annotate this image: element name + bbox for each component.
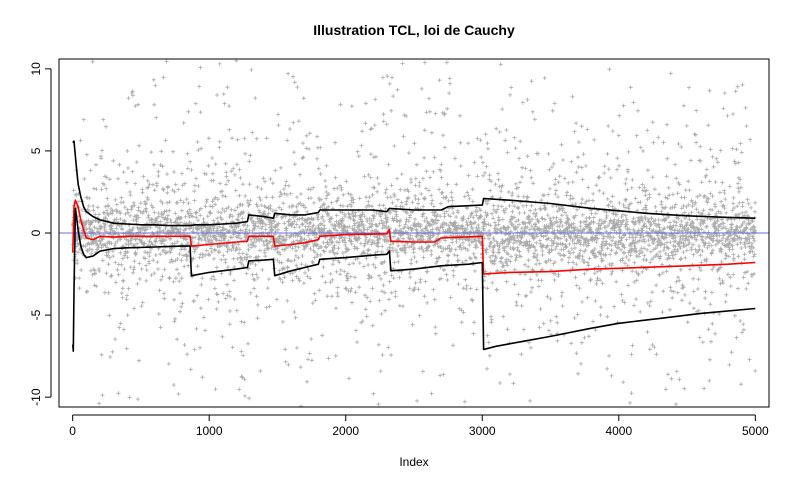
y-tick-label: -10: [29, 388, 43, 406]
y-tick-label: 0: [29, 229, 43, 236]
y-tick-label: 10: [29, 62, 43, 76]
series-lines: [72, 140, 756, 352]
x-tick-label: 1000: [196, 424, 223, 438]
series-line-3: [72, 207, 756, 352]
x-axis-label: Index: [399, 455, 428, 469]
x-axis: 0 1000 2000 3000 4000 5000: [69, 414, 769, 438]
scatter-markers: [70, 59, 758, 407]
x-tick-label: 0: [69, 424, 76, 438]
scatter-points: [70, 59, 758, 407]
x-tick-label: 3000: [469, 424, 496, 438]
x-tick-label: 2000: [332, 424, 359, 438]
chart-title: Illustration TCL, loi de Cauchy: [313, 22, 515, 38]
x-tick-label: 5000: [742, 424, 769, 438]
y-tick-label: 5: [29, 147, 43, 154]
series-line-2: [72, 199, 756, 275]
y-tick-label: -5: [29, 309, 43, 320]
series-line-1: [72, 140, 756, 227]
y-axis: -10 -5 0 5 10: [29, 62, 52, 406]
x-tick-label: 4000: [605, 424, 632, 438]
plot-frame: [58, 58, 770, 408]
